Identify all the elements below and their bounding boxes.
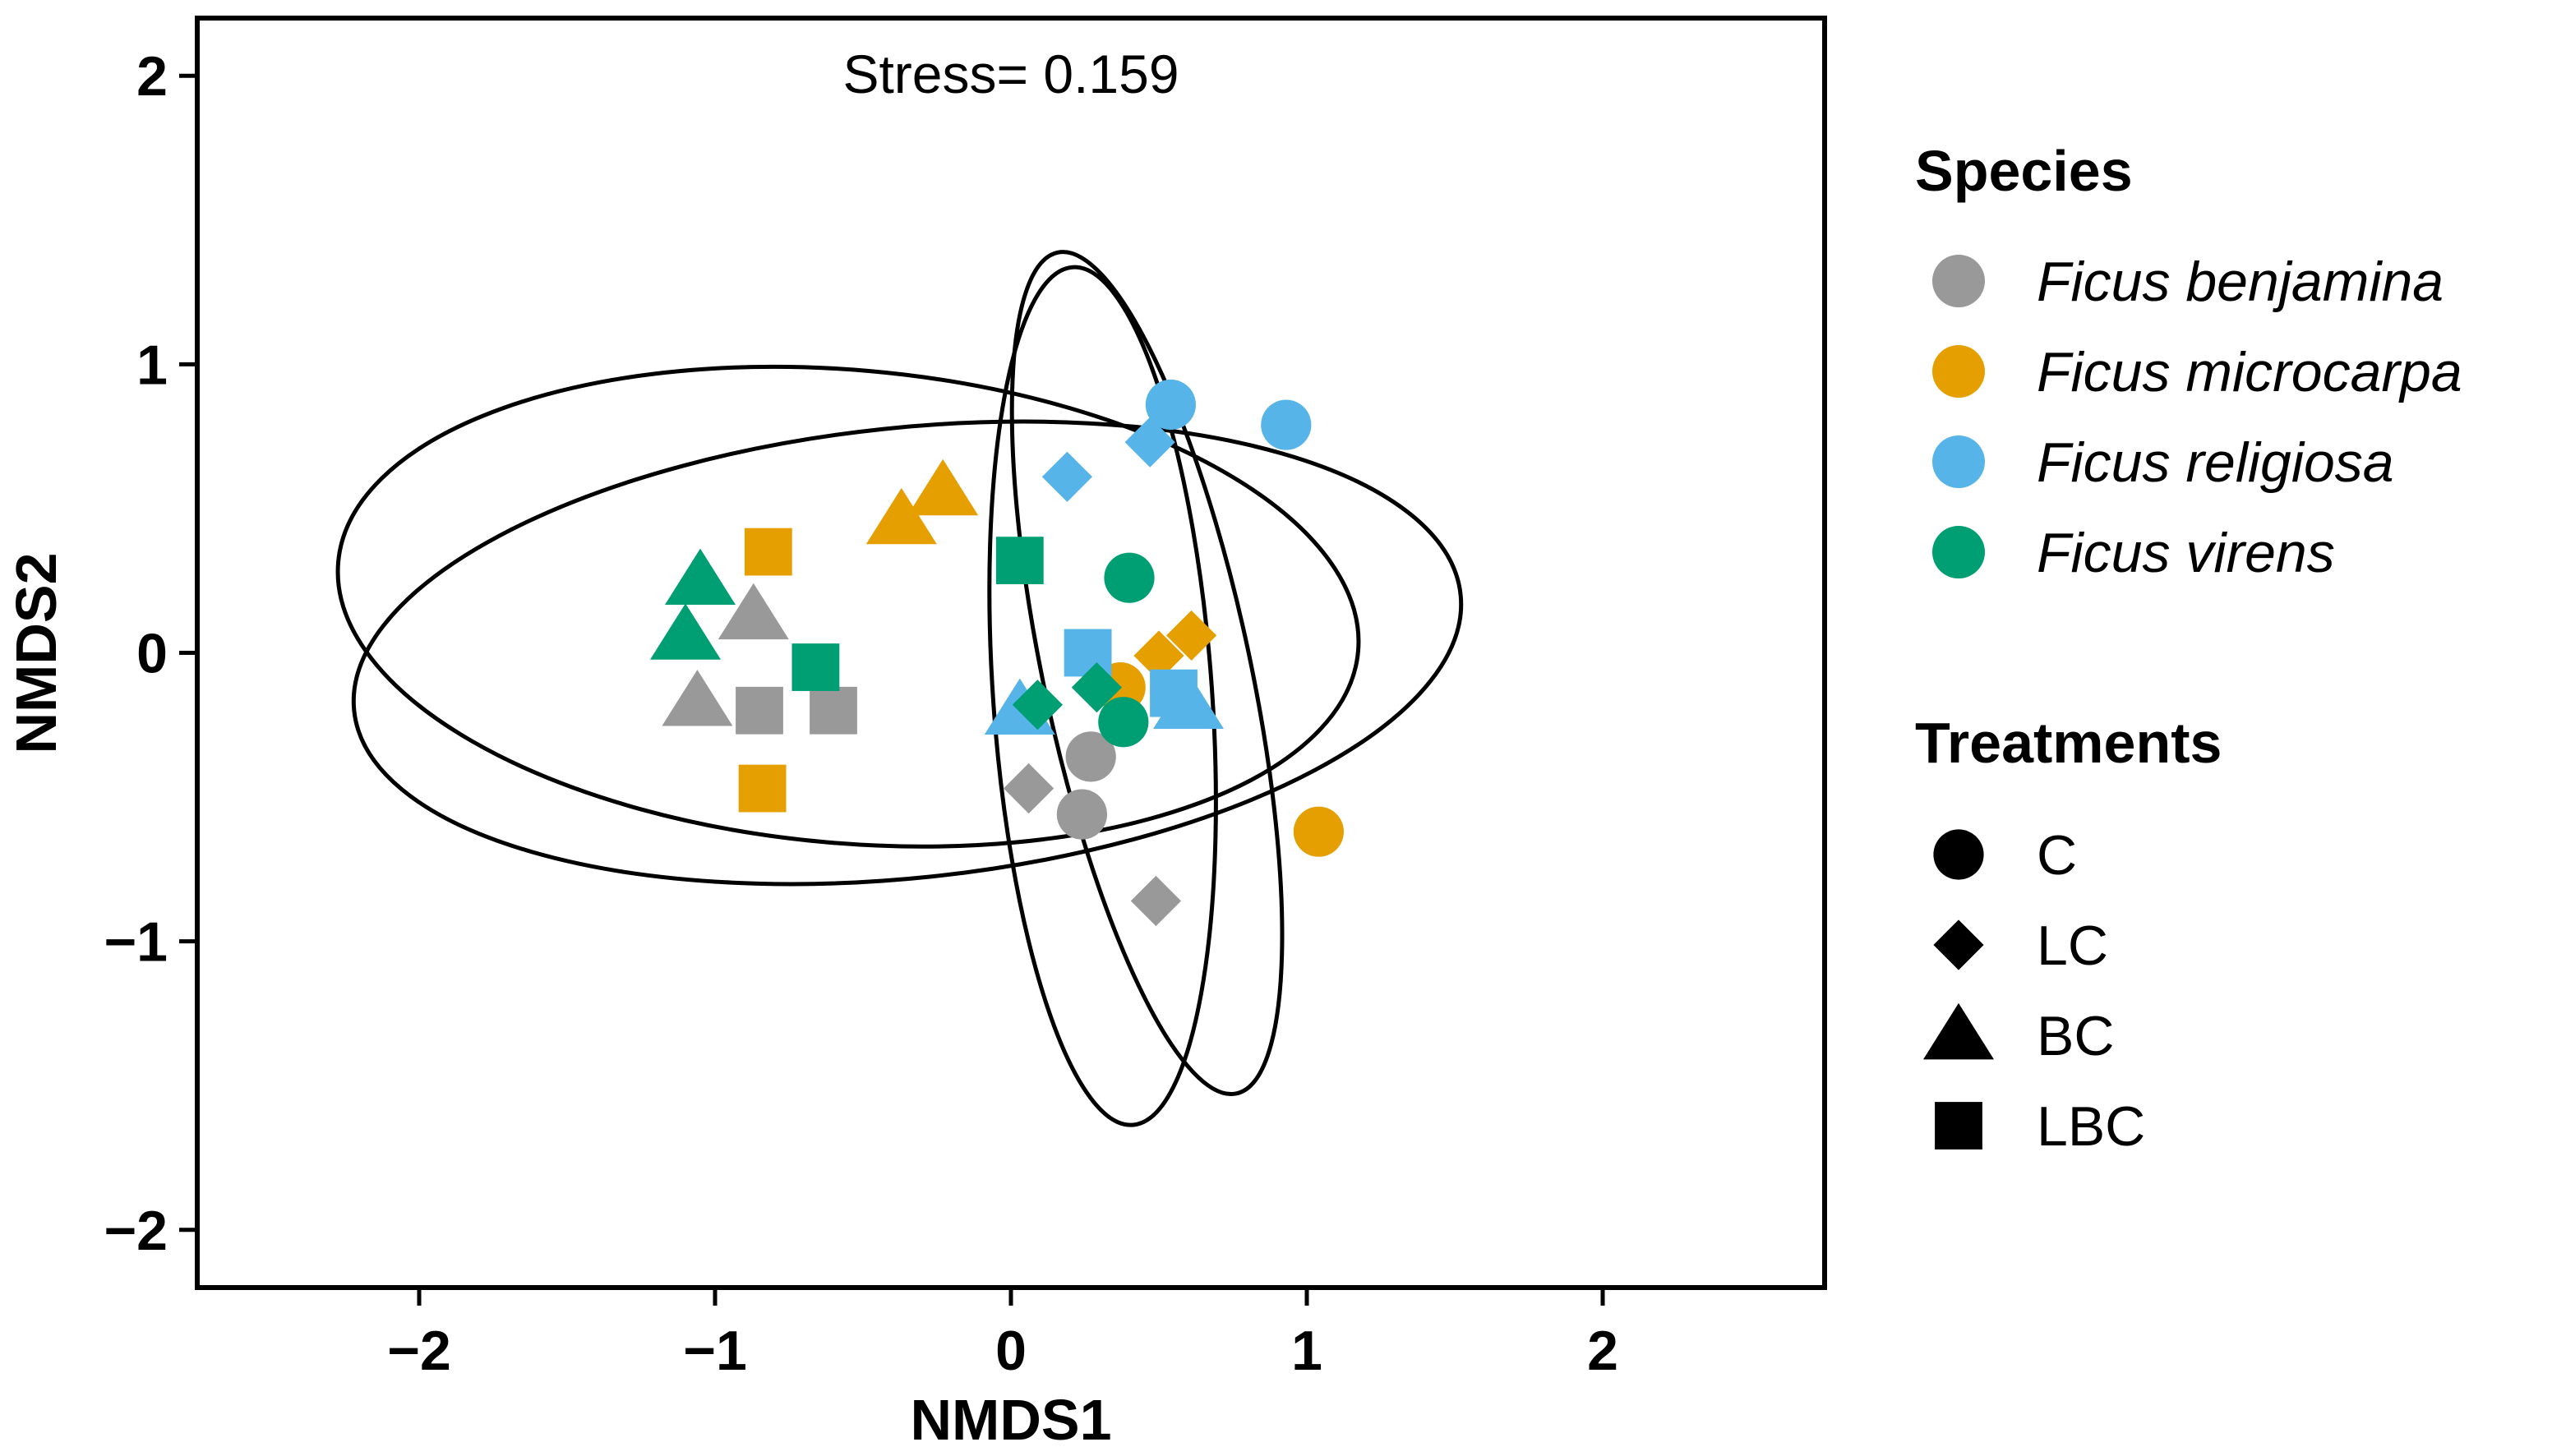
legend-key-benjamina	[1932, 255, 1985, 307]
treatments-legend-entries: C LC BC LBC	[1922, 824, 2145, 1158]
stress-annotation: Stress= 0.159	[842, 44, 1179, 104]
point-religiosa-c-17	[1145, 379, 1196, 431]
legend-label-lbc: LBC	[2037, 1095, 2145, 1158]
point-virens-lbc-28	[995, 537, 1044, 585]
legend-label-c: C	[2037, 824, 2077, 887]
legend-label-lc: LC	[2037, 915, 2108, 977]
point-microcarpa-c-14	[1293, 806, 1344, 857]
legend-label-benjamina: Ficus benjamina	[2037, 251, 2444, 313]
point-virens-bc-25	[664, 548, 736, 606]
x-tick-label: −1	[683, 1320, 747, 1382]
legend-key-religiosa	[1932, 435, 1985, 488]
data-points	[649, 379, 1344, 927]
legend-key-virens	[1932, 526, 1985, 578]
point-virens-lc-31	[1012, 680, 1063, 730]
confidence-ellipses	[335, 250, 1464, 1127]
point-benjamina-lbc-4	[810, 686, 857, 735]
legend-label-religiosa: Ficus religiosa	[2037, 431, 2394, 494]
x-axis: −2 −1 0 1 2	[387, 1288, 1618, 1382]
legend-key-lbc	[1935, 1102, 1982, 1150]
point-benjamina-lc-8	[1130, 875, 1181, 927]
y-tick-label: 2	[136, 45, 168, 108]
x-tick-label: 0	[995, 1320, 1027, 1382]
x-tick-label: 2	[1587, 1320, 1618, 1382]
point-benjamina-lbc-3	[736, 686, 783, 735]
point-religiosa-lc-19	[1124, 417, 1175, 468]
point-microcarpa-lbc-11	[744, 528, 792, 576]
treatments-legend-title: Treatments	[1915, 711, 2222, 775]
legend-label-microcarpa: Ficus microcarpa	[2037, 341, 2462, 403]
point-virens-bc-26	[649, 603, 722, 660]
point-religiosa-lbc-21	[1064, 629, 1112, 677]
point-benjamina-lc-7	[1004, 763, 1054, 814]
point-benjamina-bc-1	[718, 583, 789, 640]
confidence-ellipse-2	[351, 419, 1464, 887]
point-religiosa-c-18	[1261, 399, 1312, 450]
point-virens-lbc-27	[791, 643, 840, 691]
point-microcarpa-bc-10	[907, 458, 979, 516]
point-religiosa-bc-24	[1152, 672, 1225, 730]
confidence-ellipse-3	[987, 265, 1218, 1127]
y-tick-label: 0	[136, 623, 168, 685]
point-microcarpa-bc-9	[865, 487, 937, 545]
point-microcarpa-lbc-12	[738, 764, 787, 813]
species-legend-entries: Ficus benjamina Ficus microcarpa Ficus rel…	[1932, 251, 2462, 584]
species-legend-title: Species	[1915, 139, 2133, 203]
confidence-ellipse-1	[335, 364, 1361, 849]
x-tick-label: 1	[1291, 1320, 1322, 1382]
point-benjamina-c-6	[1056, 789, 1107, 840]
point-microcarpa-lc-16	[1166, 610, 1217, 661]
x-axis-title: NMDS1	[910, 1388, 1111, 1452]
legend-key-microcarpa	[1932, 345, 1985, 398]
legend-label-bc: BC	[2037, 1005, 2114, 1067]
y-axis: −2 −1 0 1 2	[104, 45, 197, 1262]
point-virens-c-29	[1104, 552, 1155, 603]
y-axis-title: NMDS2	[4, 552, 68, 753]
x-tick-label: −2	[387, 1320, 451, 1382]
point-benjamina-bc-2	[662, 670, 733, 726]
point-virens-c-30	[1098, 697, 1149, 748]
point-benjamina-c-5	[1065, 731, 1116, 782]
y-tick-label: 1	[136, 334, 168, 396]
point-microcarpa-lc-15	[1133, 630, 1184, 681]
point-religiosa-lc-20	[1041, 451, 1092, 502]
point-virens-lc-32	[1071, 662, 1122, 713]
y-tick-label: −1	[104, 911, 168, 974]
y-tick-label: −2	[104, 1200, 168, 1262]
legend-key-bc	[1922, 1002, 1995, 1060]
legend-label-virens: Ficus virens	[2037, 522, 2335, 584]
legend-key-lc	[1933, 919, 1984, 970]
legend-key-c	[1933, 829, 1984, 880]
